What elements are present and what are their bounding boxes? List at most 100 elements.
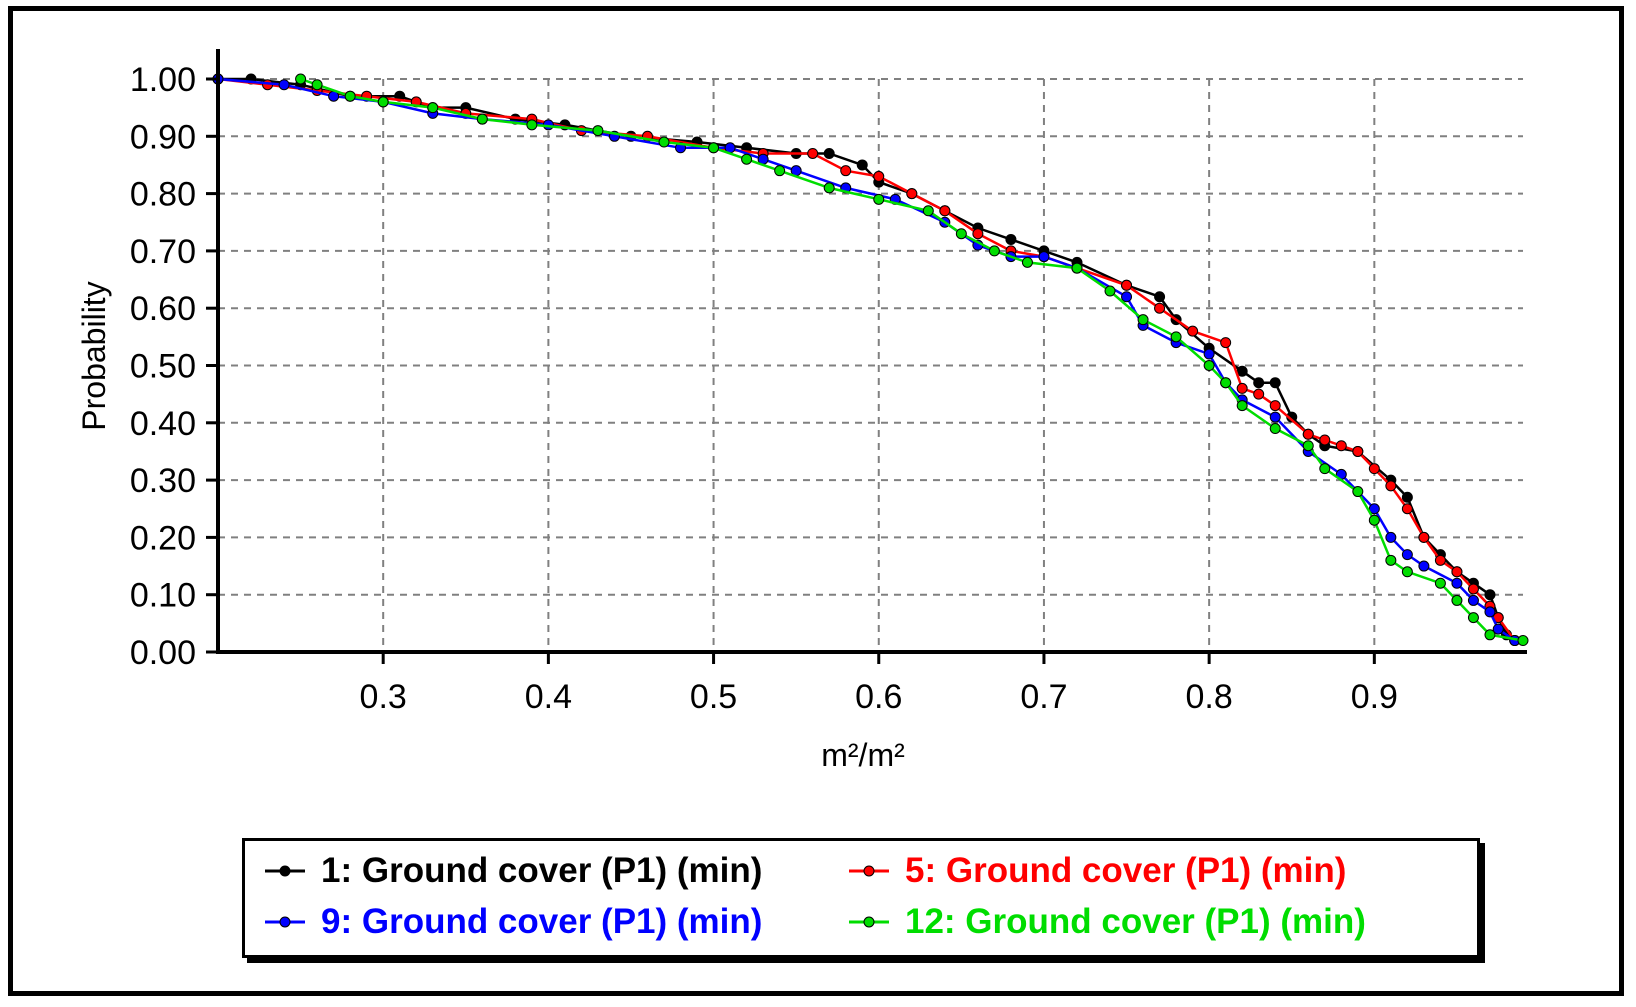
- y-tick-label: 0.70: [130, 233, 196, 271]
- x-tick-label: 0.4: [525, 678, 572, 716]
- x-tick-label: 0.9: [1351, 678, 1398, 716]
- legend-item-series-1: 1: Ground cover (P1) (min): [263, 847, 762, 895]
- series-2: [212, 73, 1521, 647]
- series-lines: [212, 73, 1529, 647]
- x-tick-labels: 0.3 0.4 0.5 0.6 0.7 0.8 0.9: [360, 678, 1398, 716]
- data-point: [1401, 566, 1413, 578]
- series-line: [300, 77, 1524, 642]
- grid-lines: [218, 78, 1523, 652]
- data-point: [1253, 377, 1265, 389]
- y-tick-label: 0.10: [130, 577, 196, 615]
- data-point: [1220, 377, 1232, 389]
- data-point: [1203, 360, 1215, 371]
- data-point: [1121, 279, 1133, 291]
- data-point: [774, 165, 786, 177]
- data-point: [1484, 629, 1496, 641]
- data-point: [1236, 382, 1248, 394]
- legend-item-series-9: 9: Ground cover (P1) (min): [263, 898, 762, 946]
- data-point: [1434, 577, 1446, 589]
- data-point: [1319, 463, 1331, 475]
- data-point: [1335, 440, 1347, 452]
- data-point: [1005, 233, 1017, 245]
- legend-label: 5: Ground cover (P1) (min): [905, 851, 1347, 890]
- data-point: [823, 182, 835, 194]
- legend-item-series-12: 12: Ground cover (P1) (min): [847, 898, 1366, 946]
- data-point: [295, 73, 307, 85]
- data-point: [1434, 554, 1446, 566]
- legend-marker-black: [265, 865, 305, 877]
- x-tick-label: 0.8: [1186, 678, 1233, 716]
- data-point: [592, 125, 604, 137]
- y-tick-labels: 0.00 0.10 0.20 0.30 0.40 0.50 0.60 0.70 0.80 0.90…: [130, 61, 196, 672]
- data-point: [1253, 388, 1265, 400]
- data-point: [1467, 594, 1479, 606]
- data-point: [1368, 514, 1380, 526]
- x-tick-label: 0.6: [855, 678, 902, 716]
- y-tick-label: 0.40: [130, 405, 196, 443]
- series-3: [212, 73, 1521, 647]
- data-point: [1269, 411, 1281, 423]
- data-point: [427, 102, 439, 114]
- data-point: [1071, 262, 1083, 274]
- data-point: [526, 119, 538, 131]
- data-point: [1269, 423, 1281, 435]
- y-tick-label: 0.20: [130, 519, 196, 557]
- x-axis-title: m²/m²: [821, 737, 905, 773]
- data-point: [1352, 486, 1364, 498]
- data-point: [1352, 445, 1364, 457]
- data-point: [1401, 503, 1413, 515]
- data-point: [1236, 365, 1248, 377]
- x-tick-label: 0.5: [690, 678, 737, 716]
- data-point: [278, 79, 290, 91]
- legend: 1: Ground cover (P1) (min) 5: Ground cov…: [242, 838, 1480, 958]
- data-point: [1418, 560, 1430, 572]
- legend-label: 12: Ground cover (P1) (min): [905, 902, 1366, 941]
- y-tick-label: 0.00: [130, 634, 196, 672]
- data-point: [1319, 434, 1331, 446]
- data-point: [1517, 635, 1529, 647]
- data-point: [1368, 463, 1380, 475]
- data-point: [906, 188, 918, 200]
- data-point: [1484, 606, 1496, 618]
- data-point: [1269, 377, 1281, 389]
- data-point: [1236, 400, 1248, 412]
- data-point: [1401, 549, 1413, 561]
- y-tick-label: 0.60: [130, 290, 196, 328]
- legend-item-series-5: 5: Ground cover (P1) (min): [847, 847, 1346, 895]
- data-point: [1154, 291, 1166, 303]
- data-point: [856, 159, 868, 171]
- data-point: [344, 90, 356, 102]
- data-point: [476, 113, 488, 125]
- data-point: [1368, 503, 1380, 515]
- data-point: [1467, 583, 1479, 595]
- data-point: [1385, 554, 1397, 566]
- series-4: [295, 73, 1529, 647]
- data-point: [1170, 331, 1182, 343]
- data-point: [1492, 623, 1504, 635]
- data-point: [939, 205, 951, 217]
- data-point: [311, 79, 323, 91]
- legend-label: 9: Ground cover (P1) (min): [321, 902, 763, 941]
- data-point: [972, 228, 984, 240]
- legend-label: 1: Ground cover (P1) (min): [321, 851, 763, 890]
- data-point: [1418, 531, 1430, 543]
- data-point: [1104, 285, 1116, 297]
- data-point: [1021, 256, 1033, 268]
- data-point: [1302, 440, 1314, 452]
- data-point: [1269, 400, 1281, 412]
- legend-marker-red: [849, 865, 889, 877]
- data-point: [873, 170, 885, 182]
- data-point: [741, 153, 753, 165]
- data-point: [1121, 291, 1133, 303]
- data-point: [1451, 566, 1463, 578]
- y-tick-label: 0.90: [130, 118, 196, 156]
- data-point: [1401, 491, 1413, 503]
- legend-marker-blue: [265, 916, 305, 928]
- data-point: [1302, 428, 1314, 440]
- data-point: [1451, 594, 1463, 606]
- data-point: [988, 245, 1000, 257]
- y-tick-label: 0.50: [130, 348, 196, 386]
- data-point: [873, 193, 885, 205]
- chart-plot: 0.000.100.200.300.400.500.600.700.800.90…: [76, 49, 1529, 773]
- chart-frame: 0.00 0.10 0.20 0.30 0.40 0.50 0.60 0.70 0.80 0.90…: [8, 6, 1624, 996]
